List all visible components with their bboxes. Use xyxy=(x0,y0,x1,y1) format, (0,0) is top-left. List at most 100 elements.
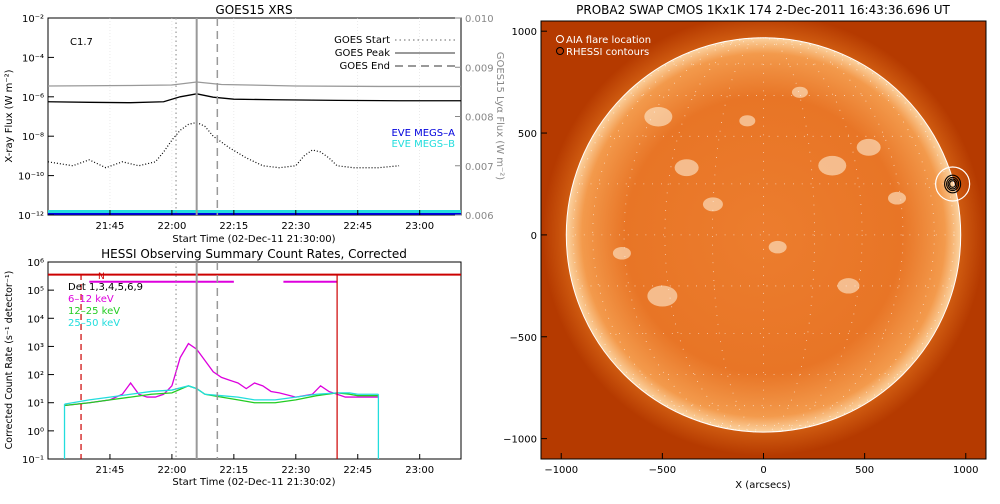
hessi-xtick-label: 22:45 xyxy=(343,465,372,476)
swap-ytick-label: −1000 xyxy=(503,435,537,446)
hessi-panel: HESSI Observing Summary Count Rates, Cor… xyxy=(4,247,462,488)
hessi-ytick-label: 10⁻¹ xyxy=(22,455,44,466)
swap-xtick-label: −1000 xyxy=(544,465,578,476)
swap-xlabel: X (arcsecs) xyxy=(735,480,791,491)
rhessi-contour xyxy=(949,180,957,188)
bright-region xyxy=(647,285,678,307)
goes-ticks: 21:45 22:00 22:15 22:30 22:45 23:00 10⁻¹² 10⁻¹⁰… xyxy=(18,14,494,232)
longitude-line xyxy=(592,37,935,433)
goes-xtick-label: 22:30 xyxy=(281,221,310,232)
goes-class-annotation: C1.7 xyxy=(70,37,93,48)
hessi-xlabel: Start Time (02-Dec-11 21:30:02) xyxy=(172,477,335,488)
hessi-xtick-label: 22:00 xyxy=(157,465,186,476)
goes-series-goes-1-8- xyxy=(48,93,461,104)
solar-disk xyxy=(566,37,961,433)
legend-goes-end: GOES End xyxy=(340,61,390,72)
goes-ytick-left-label: 10⁻⁶ xyxy=(22,93,44,104)
goes-ytick-left-label: 10⁻⁸ xyxy=(22,132,44,143)
goes-plot-frame xyxy=(47,17,462,216)
aia-flare-circle xyxy=(935,166,971,202)
goes-ytick-left-label: 10⁻¹⁰ xyxy=(18,172,44,183)
swap-ytick-label: 1000 xyxy=(512,27,537,38)
hessi-plot-frame xyxy=(47,261,462,460)
longitude-line xyxy=(623,37,904,433)
hessi-ytick-label: 10⁴ xyxy=(27,314,44,325)
goes-ylabel-left: X-ray Flux (W m⁻²) xyxy=(4,69,15,162)
goes-title: GOES15 XRS xyxy=(215,3,292,17)
hessi-time-markers xyxy=(80,262,338,459)
bright-region xyxy=(739,115,756,127)
bright-region xyxy=(644,106,673,127)
goes-ytick-left-label: 10⁻⁴ xyxy=(22,53,44,64)
swap-xtick-label: 500 xyxy=(855,465,874,476)
hessi-series-25-50-kev xyxy=(64,385,379,405)
legend-25-50-kev: 25–50 keV xyxy=(68,318,120,329)
legend-aia-symbol xyxy=(556,35,564,43)
bright-region xyxy=(856,138,881,156)
legend-goes-peak: GOES Peak xyxy=(335,48,390,59)
goes-ytick-right-label: 0.009 xyxy=(465,63,494,74)
hessi-xtick-label: 22:30 xyxy=(281,465,310,476)
hessi-ytick-label: 10³ xyxy=(27,342,44,353)
legend-12-25-kev: 12–25 keV xyxy=(68,306,120,317)
goes-legend: GOES Start GOES Peak GOES End EVE MEGS–A… xyxy=(334,35,455,150)
bright-region xyxy=(837,278,860,294)
swap-xtick-label: −500 xyxy=(649,465,676,476)
rhessi-contour xyxy=(947,178,958,190)
hessi-series xyxy=(48,273,461,459)
swap-image xyxy=(541,21,986,459)
swap-xtick-label: 0 xyxy=(760,465,766,476)
legend-rhessi-contours: RHESSI contours xyxy=(566,47,649,58)
hessi-flag-label: N xyxy=(98,272,105,282)
legend-det: Det 1,3,4,5,6,9 xyxy=(68,282,143,293)
longitude-line xyxy=(664,37,863,433)
bright-region xyxy=(791,86,808,98)
flare-location xyxy=(935,166,971,202)
goes-ylabel-right: GOES15 Lyα Flux (W m⁻²) xyxy=(494,52,505,180)
bright-region xyxy=(674,159,699,177)
goes-ytick-left-label: 10⁻¹² xyxy=(18,211,44,222)
goes-ytick-right-label: 0.008 xyxy=(465,113,494,124)
hessi-ytick-label: 10⁵ xyxy=(27,286,44,297)
legend-eve-megs-a: EVE MEGS–A xyxy=(391,128,455,139)
swap-title: PROBA2 SWAP CMOS 1Kx1K 174 2-Dec-2011 16… xyxy=(576,3,950,17)
solar-limb xyxy=(565,37,962,433)
legend-rhessi-symbol xyxy=(556,47,564,55)
hessi-xtick-label: 21:45 xyxy=(96,465,125,476)
legend-6-12-kev: 6–12 keV xyxy=(68,294,114,305)
goes-ytick-right-label: 0.006 xyxy=(465,211,494,222)
legend-eve-megs-b: EVE MEGS–B xyxy=(391,139,455,150)
goes-series xyxy=(48,81,461,215)
bright-region xyxy=(768,240,787,254)
goes-panel: GOES15 XRS 21:45 22:00 22:15 22:30 22:45 23:0… xyxy=(4,3,505,245)
goes-series-goes-0-5-4- xyxy=(48,121,400,169)
swap-xtick-label: 1000 xyxy=(953,465,978,476)
bright-regions xyxy=(612,86,906,307)
bright-region xyxy=(888,191,906,205)
swap-ytick-label: 0 xyxy=(531,231,537,242)
goes-ytick-left-label: 10⁻² xyxy=(22,14,44,25)
swap-ticks: −1000 −500 0 500 1000 −1000 −500 0 500 1000 xyxy=(503,27,978,476)
goes-xtick-label: 23:00 xyxy=(405,221,434,232)
rhessi-contour xyxy=(946,176,960,192)
hessi-ytick-label: 10² xyxy=(27,371,44,382)
hessi-ytick-label: 10⁰ xyxy=(27,427,44,438)
goes-xtick-label: 22:45 xyxy=(343,221,372,232)
hessi-xtick-label: 23:00 xyxy=(405,465,434,476)
goes-series-goes-ly- xyxy=(48,81,461,88)
hessi-ticks: 21:45 22:00 22:15 22:30 22:45 23:00 10⁻¹ 10⁰ 10¹… xyxy=(22,258,434,476)
bright-region xyxy=(702,197,723,212)
hessi-ylabel: Corrected Count Rate (s⁻¹ detector⁻¹) xyxy=(4,271,15,450)
hessi-series-6-12-kev xyxy=(64,342,379,407)
heliographic-grid xyxy=(566,37,961,433)
goes-ytick-right-label: 0.010 xyxy=(465,14,494,25)
swap-ytick-label: −500 xyxy=(510,333,537,344)
hessi-title: HESSI Observing Summary Count Rates, Cor… xyxy=(101,247,407,261)
bright-region xyxy=(818,155,847,176)
bright-region xyxy=(612,246,631,260)
swap-panel: PROBA2 SWAP CMOS 1Kx1K 174 2-Dec-2011 16… xyxy=(503,3,987,491)
swap-legend: AIA flare location RHESSI contours xyxy=(556,35,651,58)
goes-xlabel: Start Time (02-Dec-11 21:30:00) xyxy=(172,234,335,245)
